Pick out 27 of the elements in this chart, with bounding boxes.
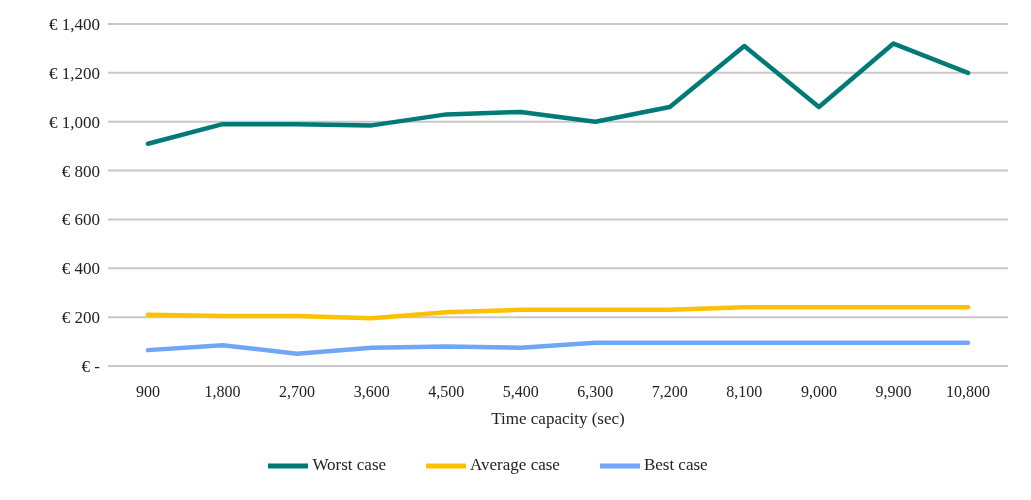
line-series <box>145 305 971 321</box>
y-tick-label: € 1,000 <box>49 112 100 132</box>
x-tick-label: 8,100 <box>726 383 763 401</box>
line-series <box>145 41 971 146</box>
x-tick-label: 9,900 <box>875 383 912 401</box>
legend-label: Worst case <box>312 454 387 474</box>
x-tick-label: 10,800 <box>946 383 990 401</box>
y-tick-label: € 600 <box>61 210 100 230</box>
legend-label: Best case <box>643 454 708 474</box>
x-tick-label: 5,400 <box>502 383 539 401</box>
x-tick-label: 7,200 <box>651 383 688 401</box>
y-tick-label: € 400 <box>61 259 100 279</box>
x-tick-label: 9,000 <box>800 383 837 401</box>
y-tick-label: € 200 <box>61 308 100 328</box>
x-tick-label: 1,800 <box>204 383 241 401</box>
x-tick-label: 6,300 <box>577 383 614 401</box>
x-tick-label: 2,700 <box>279 383 316 401</box>
legend-label: Average case <box>470 454 560 474</box>
y-tick-label: € 1,400 <box>49 15 100 35</box>
y-tick-label: € 1,200 <box>49 63 100 83</box>
x-axis-title: Time capacity (sec) <box>491 409 625 428</box>
line-series <box>145 340 971 357</box>
x-tick-label: 3,600 <box>353 383 390 401</box>
y-tick-label: € - <box>81 357 101 377</box>
y-tick-label: € 800 <box>61 161 100 181</box>
x-tick-label: 4,500 <box>428 383 465 401</box>
x-tick-label: 900 <box>136 383 160 401</box>
